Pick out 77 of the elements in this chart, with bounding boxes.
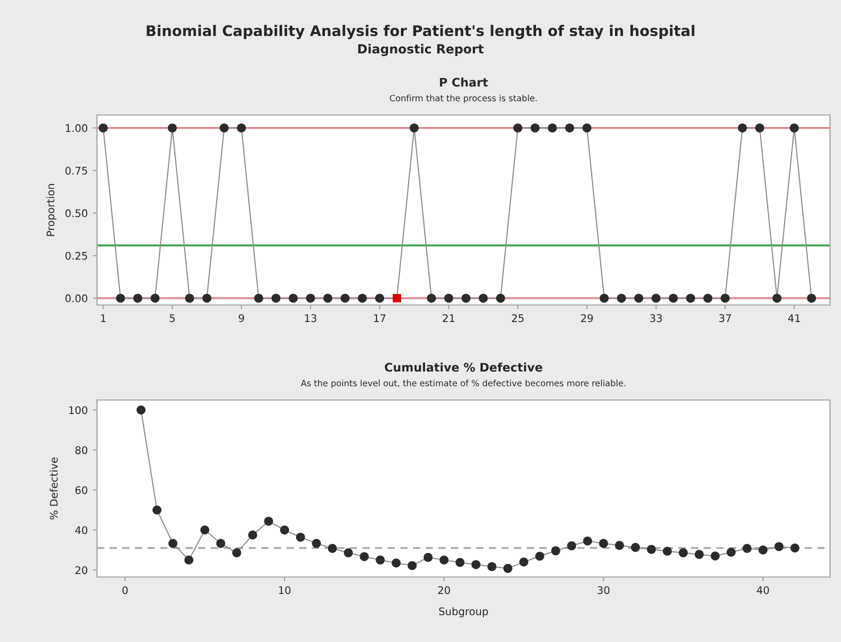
point [487,562,496,572]
point [264,516,274,526]
point [710,552,720,560]
chart-title: Cumulative % Defective [384,362,542,372]
x-tick-label: 10 [279,586,290,594]
x-tick-label: 41 [788,314,800,322]
point [152,506,162,514]
point [726,548,736,557]
point [630,542,640,552]
chart-subtitle: As the points level out, the estimate of % defective becomes more reliable. [300,380,626,388]
y-tick-label: 1.00 [66,124,88,132]
y-tick-label: 0.00 [65,294,88,302]
point [296,532,306,542]
point [662,546,672,556]
point [440,556,449,564]
point [599,538,608,548]
y-tick-label: 60 [75,486,88,494]
point [328,544,337,553]
y-axis-title: Proportion [46,184,56,236]
point [567,541,576,550]
chart-subtitle: Confirm that the process is stable. [390,94,537,103]
point [360,552,369,562]
point [646,544,656,554]
x-tick-label: 25 [512,314,524,322]
text: Binomial Capability Analysis for Patient's length of stay in hospital [146,24,694,40]
point [471,560,480,570]
x-tick-label: 9 [238,314,244,322]
point [312,538,321,548]
y-tick-label: 40 [75,526,88,534]
point [790,544,800,552]
point [678,548,688,558]
point [583,536,592,546]
x-tick-label: 29 [581,314,593,322]
point [742,544,752,553]
point [519,558,528,566]
point [200,526,210,534]
point [758,546,768,554]
point [376,556,385,564]
point [168,538,178,548]
point [248,530,258,540]
x-tick-label: 1 [101,314,106,322]
point [551,546,560,556]
y-tick-label: 0.25 [65,252,88,260]
x-tick-label: 37 [719,314,731,322]
point [280,526,290,534]
y-tick-label: 100 [69,406,88,414]
x-tick-label: 40 [756,586,769,594]
point [424,552,433,562]
point [774,542,784,552]
y-axis-title: % Defective [50,458,58,520]
text: Diagnostic Report [358,44,484,56]
y-tick-label: 80 [75,446,88,454]
point [184,556,194,564]
point [344,548,353,558]
x-tick-label: 17 [374,314,386,322]
x-tick-label: 0 [122,586,128,594]
chart-title: P Chart [440,78,488,87]
point [408,561,417,570]
x-axis-title: Subgroup [439,607,488,618]
x-tick-label: 20 [438,586,450,594]
point [503,564,512,573]
x-tick-label: 30 [598,586,610,594]
point [455,558,464,567]
x-tick-label: 33 [650,314,662,322]
point [136,406,146,414]
point [392,558,401,568]
y-tick-label: 20 [75,566,88,574]
x-tick-label: 13 [305,314,316,322]
y-tick-label: 0.75 [65,166,88,175]
point [535,552,544,561]
y-tick-label: 0.50 [65,209,88,218]
x-tick-label: 21 [442,314,454,322]
point [216,538,226,548]
point [614,540,624,550]
point [694,550,704,559]
point [232,548,242,558]
x-tick-label: 5 [170,314,175,322]
